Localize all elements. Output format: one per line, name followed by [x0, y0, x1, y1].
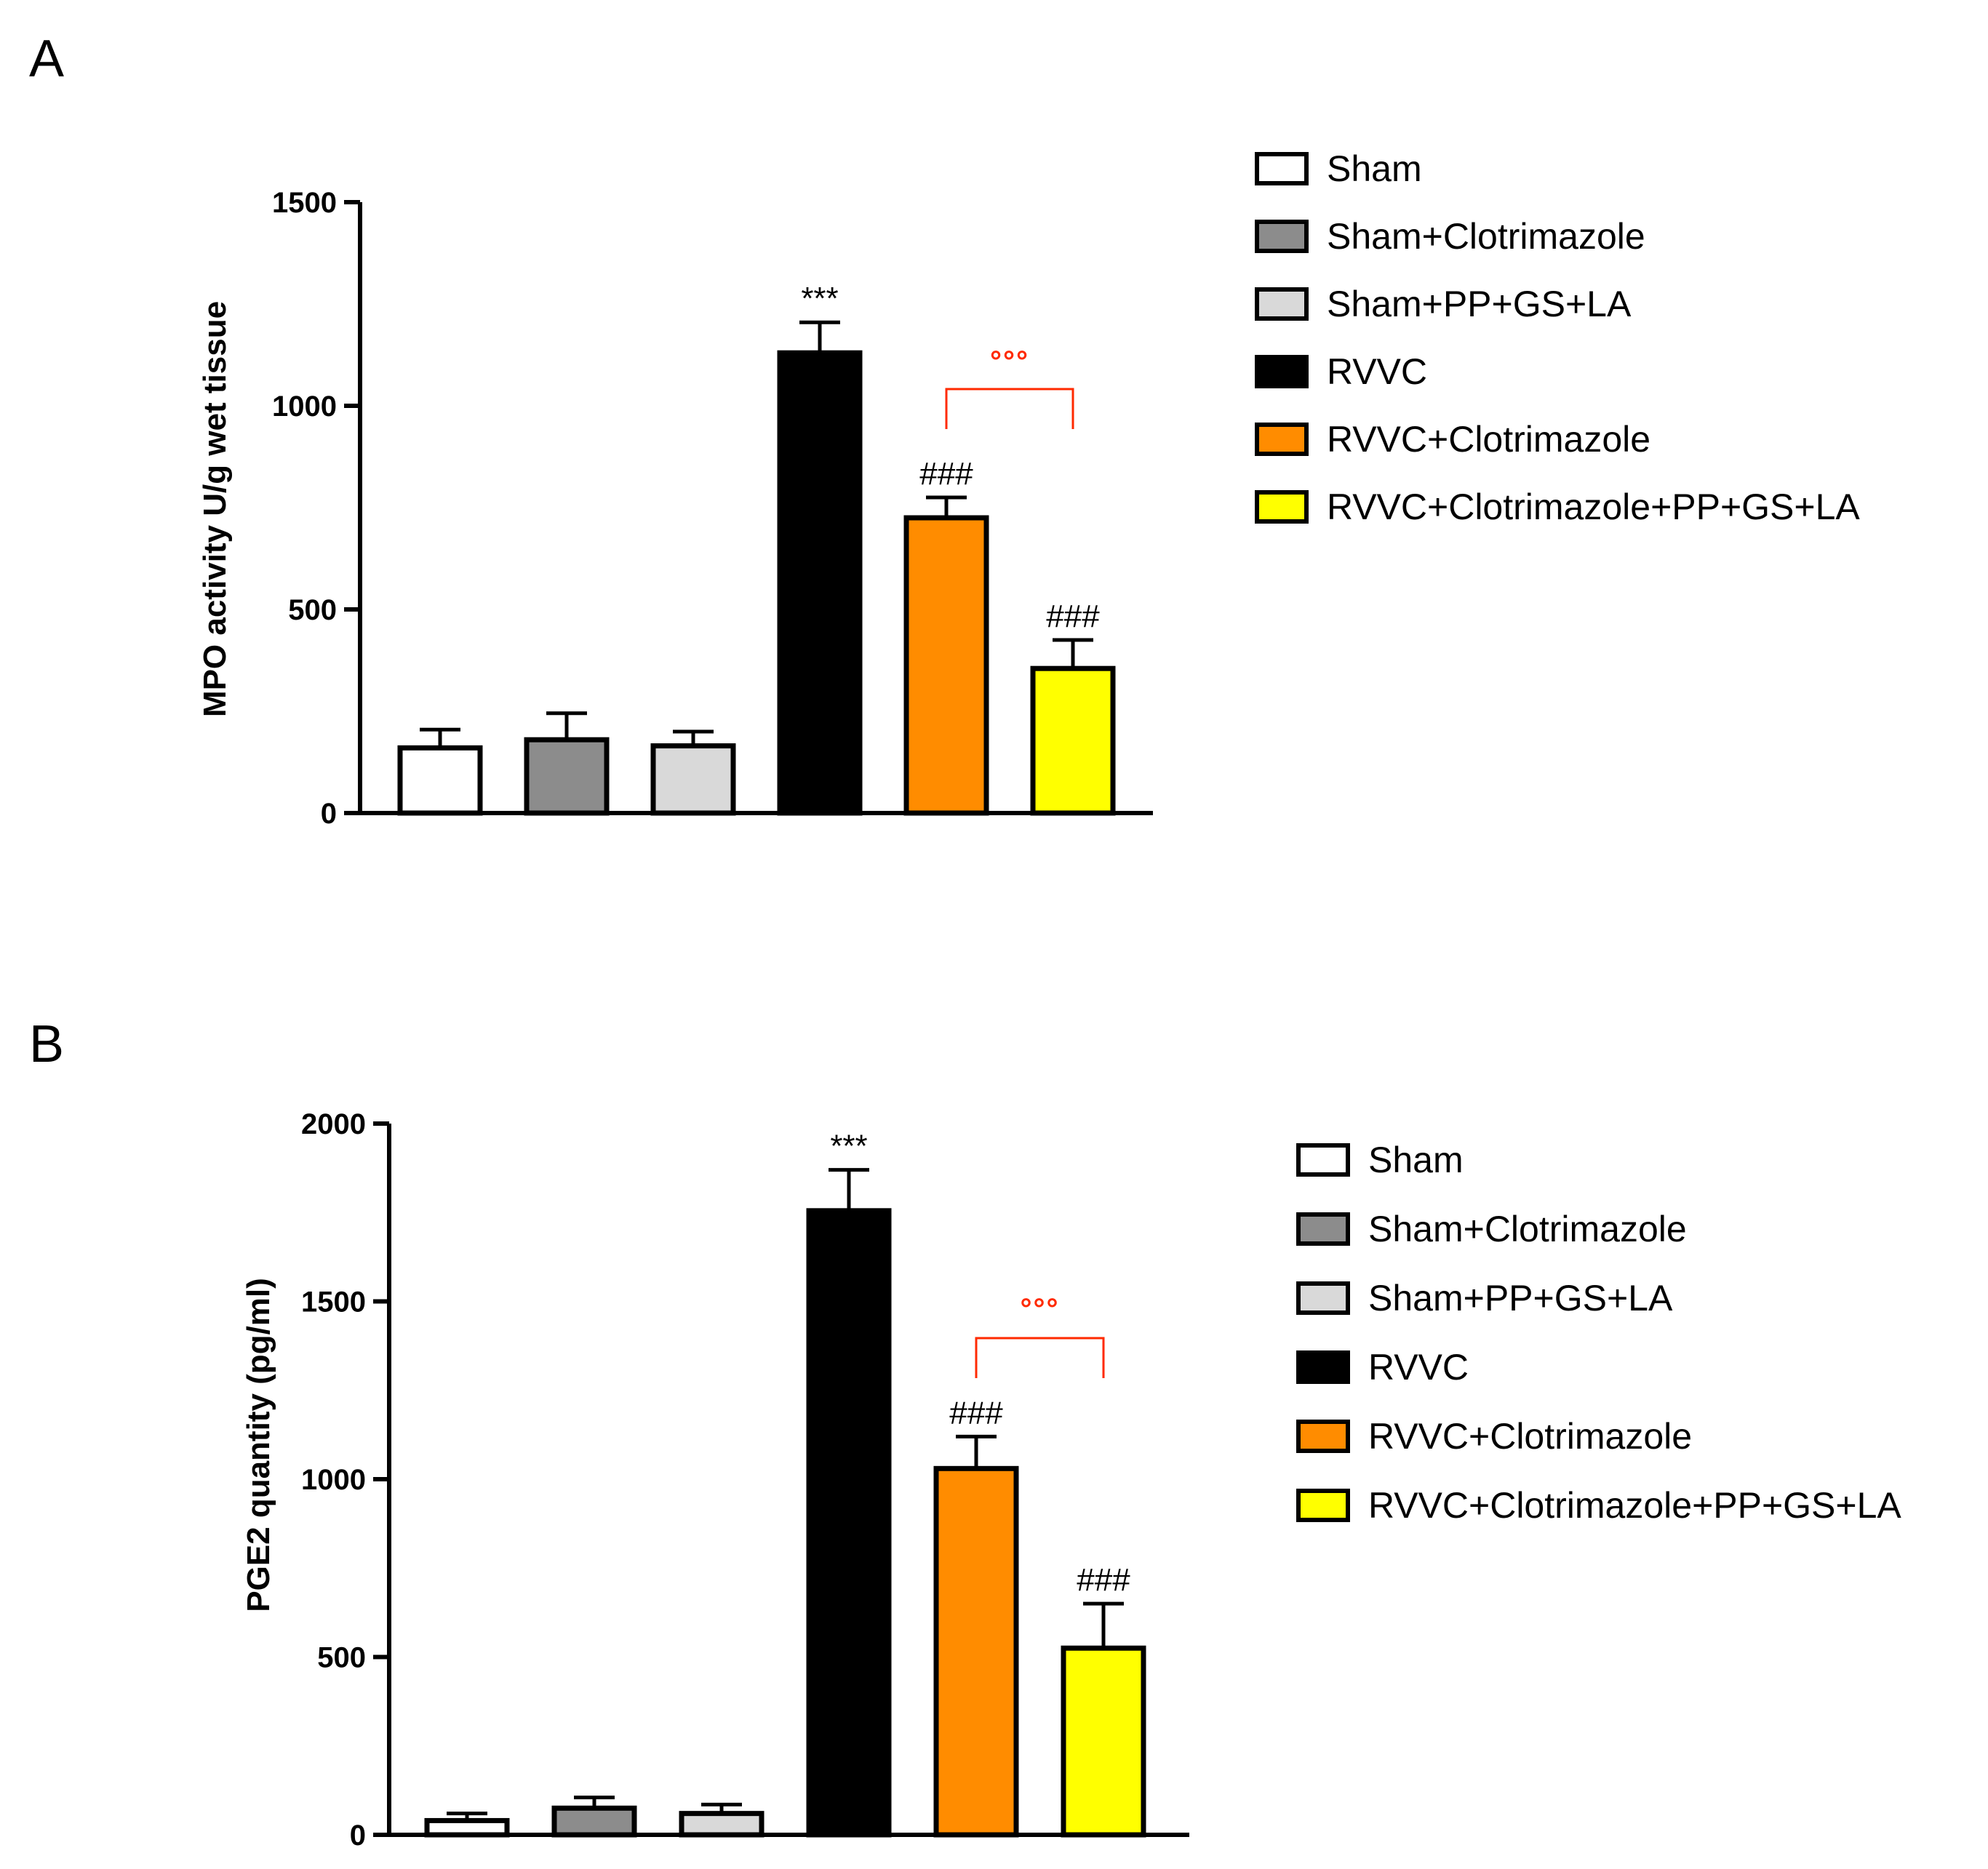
- panel-b-bar-sham-pp-gs-la: [679, 1811, 765, 1838]
- panel-b-y-tick-label: 500: [317, 1642, 366, 1674]
- panel-b-annotation-rvvc-clotrimazole-pp-gs-la: ###: [1077, 1562, 1130, 1598]
- panel-b-legend-swatch-rvvc-clotrimazole-pp-gs-la: [1296, 1489, 1350, 1522]
- panel-b-y-axis-title: PGE2 quantity (pg/ml): [241, 1278, 276, 1612]
- panel-b-bar-sham-clotrimazole: [551, 1805, 637, 1838]
- panel-a-plot: 0 500 1000 1500 *** ### ### °°°: [272, 187, 1153, 830]
- panel-a-legend-swatch-rvvc: [1255, 355, 1309, 388]
- panel-b-legend-swatch-sham-clotrimazole: [1296, 1212, 1350, 1246]
- panel-b-annotation-rvvc: ***: [830, 1129, 867, 1164]
- panel-b-legend-label-rvvc-clotrimazole-pp-gs-la: RVVC+Clotrimazole+PP+GS+LA: [1368, 1485, 1901, 1526]
- panel-a-bar-rvvc: [777, 350, 863, 816]
- panel-b-bar-rvvc-clotrimazole: [933, 1465, 1019, 1838]
- panel-b-legend-swatch-rvvc-clotrimazole: [1296, 1420, 1350, 1453]
- panel-b-y-tick-label: 0: [350, 1820, 366, 1852]
- panel-a-legend-swatch-sham-pp-gs-la: [1255, 287, 1309, 321]
- panel-a-y-tick-label: 1000: [272, 391, 337, 423]
- panel-b-bar-rvvc: [806, 1208, 892, 1838]
- panel-a-legend: Sham Sham+Clotrimazole Sham+PP+GS+LA RVVC RV…: [1255, 148, 1860, 527]
- panel-a-bar-sham-clotrimazole: [524, 737, 610, 816]
- panel-a: A MPO activity U/g wet tissue 0 500 1000 15…: [29, 30, 1860, 830]
- panel-b-significance-bracket: [975, 1337, 1105, 1378]
- panel-b-legend-label-sham: Sham: [1368, 1140, 1464, 1180]
- panel-a-legend-label-sham-pp-gs-la: Sham+PP+GS+LA: [1327, 284, 1632, 324]
- panel-b-legend-label-sham-clotrimazole: Sham+Clotrimazole: [1368, 1209, 1687, 1249]
- panel-a-legend-label-sham-clotrimazole: Sham+Clotrimazole: [1327, 216, 1645, 257]
- panel-a-bar-rvvc-clotrimazole-pp-gs-la: [1030, 665, 1116, 816]
- panel-b-legend-swatch-rvvc: [1296, 1350, 1350, 1384]
- panel-a-legend-label-rvvc-clotrimazole: RVVC+Clotrimazole: [1327, 419, 1650, 460]
- panel-b-annotation-rvvc-clotrimazole: ###: [949, 1395, 1003, 1430]
- panel-b-y-tick-label: 1500: [301, 1286, 366, 1318]
- panel-a-legend-label-sham: Sham: [1327, 148, 1422, 189]
- panel-a-y-tick-label: 500: [288, 594, 337, 626]
- panel-a-annotation-rvvc: ***: [801, 281, 838, 316]
- panel-b-legend-swatch-sham-pp-gs-la: [1296, 1281, 1350, 1315]
- panel-b-letter: B: [29, 1015, 64, 1073]
- panel-a-bracket-label: °°°: [990, 345, 1029, 377]
- panel-b-y-tick-label: 1000: [301, 1464, 366, 1496]
- panel-b-legend-swatch-sham: [1296, 1143, 1350, 1177]
- panel-a-annotation-rvvc-clotrimazole-pp-gs-la: ###: [1046, 599, 1100, 634]
- panel-a-y-tick-label: 0: [321, 798, 337, 830]
- panel-a-annotation-rvvc-clotrimazole: ###: [919, 456, 973, 492]
- panel-a-letter: A: [29, 30, 64, 88]
- panel-a-bar-sham: [397, 745, 483, 816]
- panel-b: B PGE2 quantity (pg/ml) 0 500 1000 1500 2000…: [29, 1015, 1901, 1852]
- panel-b-plot: 0 500 1000 1500 2000 *** ### ### °°°: [301, 1108, 1189, 1852]
- panel-a-legend-swatch-rvvc-clotrimazole: [1255, 423, 1309, 456]
- panel-b-legend: Sham Sham+Clotrimazole Sham+PP+GS+LA RVVC RV…: [1296, 1140, 1901, 1526]
- panel-a-legend-swatch-sham-clotrimazole: [1255, 220, 1309, 253]
- panel-b-bracket-label: °°°: [1021, 1293, 1060, 1325]
- panel-a-bar-rvvc-clotrimazole: [903, 515, 989, 816]
- panel-b-bar-sham: [424, 1817, 510, 1838]
- panel-b-bar-rvvc-clotrimazole-pp-gs-la: [1061, 1645, 1146, 1838]
- panel-a-y-axis-title: MPO activity U/g wet tissue: [197, 301, 233, 717]
- panel-a-bar-sham-pp-gs-la: [650, 743, 736, 816]
- panel-b-legend-label-rvvc: RVVC: [1368, 1347, 1469, 1388]
- panel-b-y-tick-label: 2000: [301, 1108, 366, 1140]
- panel-a-legend-swatch-sham: [1255, 152, 1309, 185]
- panel-a-legend-label-rvvc-clotrimazole-pp-gs-la: RVVC+Clotrimazole+PP+GS+LA: [1327, 487, 1860, 527]
- panel-a-significance-bracket: [945, 388, 1074, 429]
- panel-a-y-tick-label: 1500: [272, 187, 337, 219]
- panel-b-legend-label-sham-pp-gs-la: Sham+PP+GS+LA: [1368, 1278, 1673, 1318]
- panel-a-legend-label-rvvc: RVVC: [1327, 351, 1427, 392]
- panel-a-legend-swatch-rvvc-clotrimazole-pp-gs-la: [1255, 490, 1309, 524]
- panel-b-legend-label-rvvc-clotrimazole: RVVC+Clotrimazole: [1368, 1416, 1692, 1457]
